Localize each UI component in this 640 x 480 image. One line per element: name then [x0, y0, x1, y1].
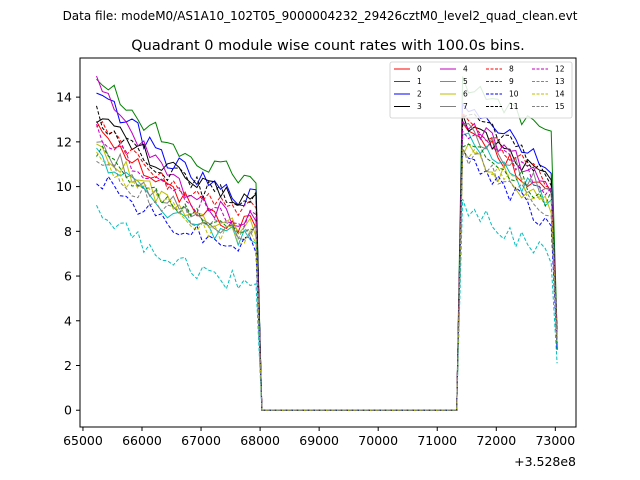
x-tick-label: 73000 — [535, 433, 575, 448]
x-tick-label: 66000 — [122, 433, 162, 448]
x-offset-label: +3.528e8 — [514, 454, 576, 469]
x-tick-label: 65000 — [63, 433, 103, 448]
legend-box — [389, 61, 573, 119]
x-tick-label: 71000 — [417, 433, 457, 448]
legend-label-7: 7 — [463, 102, 468, 111]
axis-ticks: 65000 66000 67000 68000 69000 70000 71000 72000… — [56, 90, 575, 448]
series-line-14 — [96, 149, 558, 411]
series-line-15 — [96, 146, 558, 411]
axes-frame — [79, 57, 577, 428]
y-tick-label: 10 — [56, 179, 72, 194]
legend-label-12: 12 — [555, 65, 565, 74]
legend-label-8: 8 — [509, 65, 514, 74]
y-tick-label: 6 — [64, 269, 72, 284]
x-tick-label: 72000 — [476, 433, 516, 448]
legend-label-6: 6 — [463, 90, 468, 99]
chart-title: Quadrant 0 module wise count rates with … — [131, 38, 525, 54]
plot-area — [96, 75, 558, 411]
legend-label-0: 0 — [417, 65, 422, 74]
legend-label-9: 9 — [509, 77, 514, 86]
legend-label-2: 2 — [417, 90, 422, 99]
legend-label-11: 11 — [509, 102, 519, 111]
y-tick-label: 4 — [64, 313, 72, 328]
legend-label-1: 1 — [417, 77, 422, 86]
x-tick-label: 68000 — [240, 433, 280, 448]
legend-label-10: 10 — [509, 90, 519, 99]
legend-label-14: 14 — [555, 90, 565, 99]
legend-label-15: 15 — [555, 102, 565, 111]
y-tick-label: 8 — [64, 224, 72, 239]
y-tick-label: 14 — [56, 90, 72, 105]
legend-label-5: 5 — [463, 77, 468, 86]
y-tick-label: 12 — [56, 134, 72, 149]
legend-label-4: 4 — [463, 65, 468, 74]
legend-label-13: 13 — [555, 77, 565, 86]
y-tick-label: 2 — [64, 358, 72, 373]
y-tick-label: 0 — [64, 403, 72, 418]
legend-label-3: 3 — [417, 102, 422, 111]
x-tick-label: 69000 — [299, 433, 339, 448]
x-tick-label: 67000 — [181, 433, 221, 448]
suptitle: Data file: modeM0/AS1A10_102T05_90000042… — [63, 9, 578, 23]
x-tick-label: 70000 — [358, 433, 398, 448]
